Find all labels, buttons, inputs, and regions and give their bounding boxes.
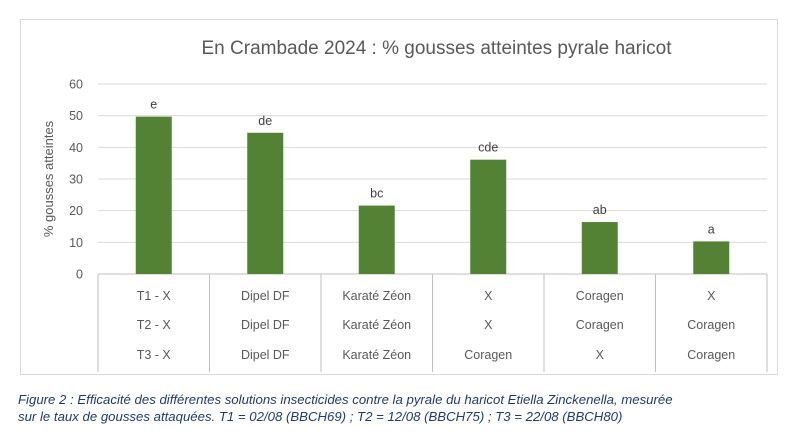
data-label: ab bbox=[593, 203, 607, 217]
y-tick-label: 10 bbox=[69, 236, 83, 250]
x-category-label: X bbox=[484, 318, 493, 332]
x-category-label: X bbox=[707, 289, 716, 303]
caption-line-1: Figure 2 : Efficacité des différentes so… bbox=[18, 392, 673, 407]
x-category-label: Coragen bbox=[576, 289, 624, 303]
x-category-label: X bbox=[484, 289, 493, 303]
bar bbox=[470, 159, 507, 274]
bar bbox=[693, 241, 730, 274]
x-category-label: Coragen bbox=[464, 348, 512, 362]
y-tick-label: 50 bbox=[69, 109, 83, 123]
bar bbox=[581, 222, 618, 274]
x-category-label: Dipel DF bbox=[241, 348, 290, 362]
x-category-label: X bbox=[596, 348, 605, 362]
x-category-label: T1 - X bbox=[137, 289, 172, 303]
data-label: de bbox=[258, 114, 272, 128]
y-tick-label: 0 bbox=[76, 268, 83, 282]
chart-area: En Crambade 2024 : % gousses atteintes p… bbox=[20, 19, 778, 375]
data-label: e bbox=[150, 98, 157, 112]
x-category-label: Karaté Zéon bbox=[342, 318, 411, 332]
x-category-label: Karaté Zéon bbox=[342, 289, 411, 303]
x-category-label: T2 - X bbox=[137, 318, 172, 332]
x-category-label: Karaté Zéon bbox=[342, 348, 411, 362]
bar bbox=[358, 205, 395, 274]
x-category-label: Coragen bbox=[687, 318, 735, 332]
y-tick-label: 60 bbox=[69, 78, 83, 92]
bar bbox=[247, 132, 284, 274]
y-axis-label: % gousses atteintes bbox=[41, 120, 56, 237]
x-category-label: Dipel DF bbox=[241, 289, 290, 303]
bar-chart: En Crambade 2024 : % gousses atteintes p… bbox=[41, 38, 768, 372]
x-category-label: Coragen bbox=[576, 318, 624, 332]
data-label: cde bbox=[478, 141, 498, 155]
y-tick-label: 30 bbox=[69, 173, 83, 187]
bar bbox=[135, 116, 172, 274]
x-category-label: T3 - X bbox=[137, 348, 172, 362]
data-label: a bbox=[708, 222, 715, 236]
data-label: bc bbox=[370, 187, 383, 201]
figure-caption: Figure 2 : Efficacité des différentes so… bbox=[18, 391, 788, 425]
caption-line-2: sur le taux de gousses attaquées. T1 = 0… bbox=[18, 409, 623, 424]
chart-title: En Crambade 2024 : % gousses atteintes p… bbox=[202, 38, 673, 59]
y-tick-label: 40 bbox=[69, 141, 83, 155]
y-tick-label: 20 bbox=[69, 204, 83, 218]
x-category-label: Dipel DF bbox=[241, 318, 290, 332]
x-category-label: Coragen bbox=[687, 348, 735, 362]
